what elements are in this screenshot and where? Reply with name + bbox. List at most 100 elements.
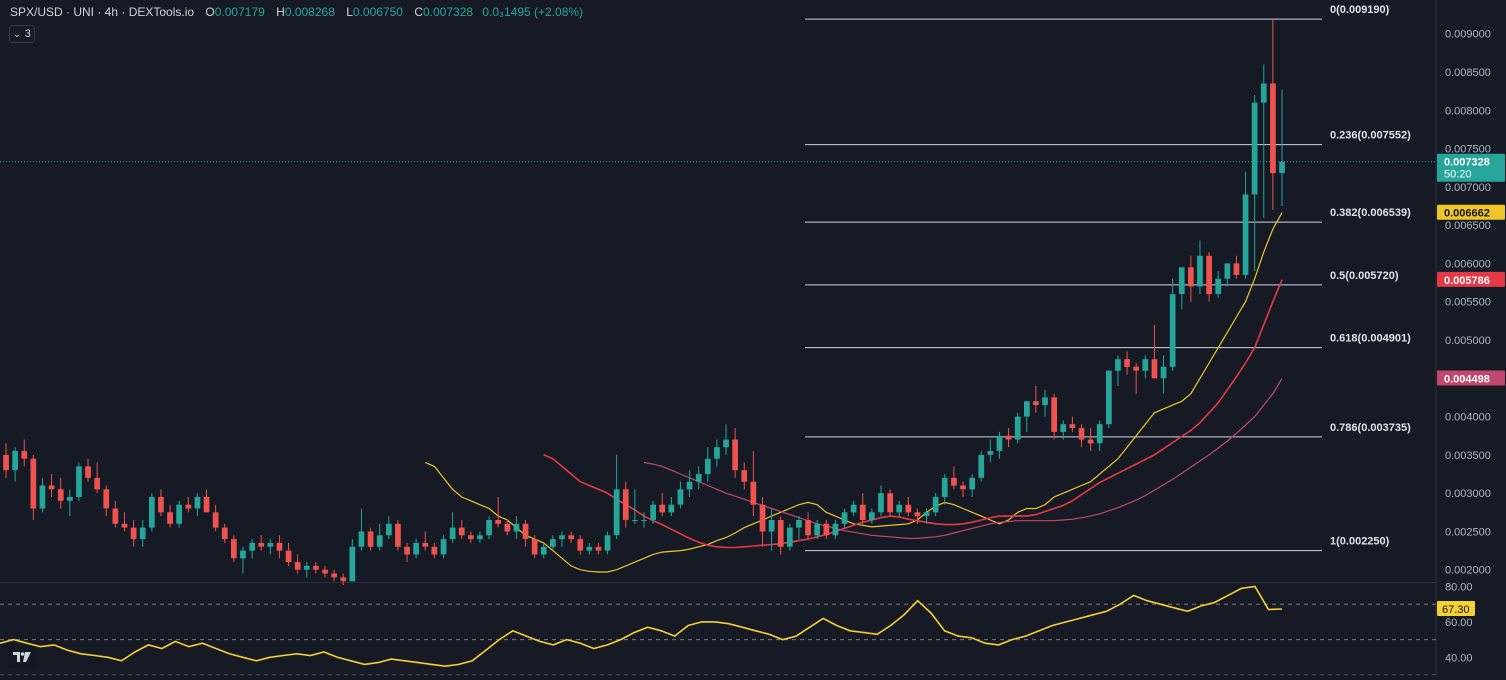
candle-body[interactable] bbox=[513, 523, 520, 532]
candle-body[interactable] bbox=[741, 470, 748, 482]
candle-body[interactable] bbox=[322, 569, 328, 574]
candle-body[interactable] bbox=[39, 485, 46, 509]
candle-body[interactable] bbox=[449, 527, 456, 540]
candle-body[interactable] bbox=[732, 439, 738, 471]
candle-body[interactable] bbox=[1270, 83, 1276, 174]
candle-body[interactable] bbox=[30, 458, 37, 509]
candle-body[interactable] bbox=[21, 451, 28, 459]
candle-body[interactable] bbox=[1087, 439, 1094, 444]
candle-body[interactable] bbox=[923, 512, 930, 517]
candle-body[interactable] bbox=[267, 542, 274, 547]
candle-body[interactable] bbox=[540, 546, 547, 555]
candle-body[interactable] bbox=[1233, 263, 1240, 275]
candle-body[interactable] bbox=[103, 489, 110, 509]
candle-body[interactable] bbox=[1188, 267, 1194, 287]
candle-body[interactable] bbox=[249, 542, 255, 551]
candle-body[interactable] bbox=[1178, 267, 1185, 295]
candle-body[interactable] bbox=[313, 565, 319, 570]
candle-body[interactable] bbox=[176, 504, 182, 524]
candle-body[interactable] bbox=[905, 504, 912, 513]
candle-body[interactable] bbox=[331, 573, 337, 578]
candle-body[interactable] bbox=[832, 523, 839, 536]
candle-body[interactable] bbox=[422, 542, 429, 547]
candle-body[interactable] bbox=[996, 435, 1003, 451]
candle-body[interactable] bbox=[622, 489, 629, 520]
candle-body[interactable] bbox=[714, 447, 720, 459]
candle-body[interactable] bbox=[130, 527, 137, 540]
candle-body[interactable] bbox=[878, 493, 884, 513]
candle-body[interactable] bbox=[486, 520, 492, 536]
candle-body[interactable] bbox=[358, 531, 365, 547]
candle-body[interactable] bbox=[987, 451, 994, 455]
candle-body[interactable] bbox=[231, 539, 237, 559]
candle-body[interactable] bbox=[914, 512, 921, 517]
candle-body[interactable] bbox=[805, 520, 811, 536]
candle-body[interactable] bbox=[1169, 294, 1176, 367]
candle-body[interactable] bbox=[3, 454, 9, 471]
candle-body[interactable] bbox=[1115, 359, 1121, 371]
candle-body[interactable] bbox=[212, 512, 219, 528]
candle-body[interactable] bbox=[932, 497, 939, 513]
candle-body[interactable] bbox=[495, 520, 501, 524]
candle-body[interactable] bbox=[203, 497, 210, 513]
candle-body[interactable] bbox=[48, 485, 55, 490]
candle-body[interactable] bbox=[951, 477, 957, 486]
candles[interactable] bbox=[3, 19, 1285, 586]
candle-body[interactable] bbox=[750, 481, 757, 505]
candle-body[interactable] bbox=[1005, 435, 1012, 440]
candle-body[interactable] bbox=[859, 504, 866, 520]
candle-body[interactable] bbox=[386, 523, 392, 536]
candle-body[interactable] bbox=[303, 565, 310, 570]
candle-body[interactable] bbox=[559, 535, 565, 540]
candle-body[interactable] bbox=[650, 504, 656, 520]
candle-body[interactable] bbox=[777, 520, 784, 547]
candle-body[interactable] bbox=[1224, 263, 1231, 279]
candle-body[interactable] bbox=[1279, 161, 1285, 174]
candle-body[interactable] bbox=[1197, 255, 1203, 287]
candle-body[interactable] bbox=[285, 550, 292, 563]
symbol-title[interactable]: SPX/USD · UNI · 4h · DEXTools.io bbox=[10, 5, 195, 19]
candle-body[interactable] bbox=[85, 466, 91, 478]
candle-body[interactable] bbox=[76, 466, 82, 497]
price-axis[interactable]: 0.009000 0.008500 0.008000 0.007500 0.007000… bbox=[1445, 29, 1491, 665]
candle-body[interactable] bbox=[586, 546, 593, 551]
candle-body[interactable] bbox=[294, 562, 301, 570]
candle-body[interactable] bbox=[1215, 278, 1222, 294]
candle-body[interactable] bbox=[194, 497, 201, 509]
candle-body[interactable] bbox=[659, 504, 666, 513]
candle-body[interactable] bbox=[367, 531, 374, 547]
candle-body[interactable] bbox=[1124, 359, 1130, 367]
candle-body[interactable] bbox=[768, 520, 775, 532]
candle-body[interactable] bbox=[814, 523, 820, 536]
candle-body[interactable] bbox=[1014, 416, 1021, 440]
candle-body[interactable] bbox=[1051, 397, 1057, 432]
candle-body[interactable] bbox=[458, 527, 465, 536]
candle-body[interactable] bbox=[887, 493, 893, 513]
candle-body[interactable] bbox=[404, 546, 410, 555]
candle-body[interactable] bbox=[413, 542, 419, 555]
candle-body[interactable] bbox=[695, 474, 702, 482]
candle-body[interactable] bbox=[139, 527, 146, 540]
candle-body[interactable] bbox=[94, 477, 100, 490]
candle-body[interactable] bbox=[395, 523, 401, 547]
rsi-line[interactable] bbox=[0, 585, 1283, 668]
candle-body[interactable] bbox=[1242, 194, 1249, 275]
candle-body[interactable] bbox=[978, 454, 985, 478]
candle-body[interactable] bbox=[531, 539, 538, 555]
candle-body[interactable] bbox=[960, 485, 966, 490]
candle-body[interactable] bbox=[1106, 370, 1112, 425]
candle-body[interactable] bbox=[841, 512, 848, 524]
candle-body[interactable] bbox=[1151, 359, 1158, 379]
candle-body[interactable] bbox=[1060, 424, 1067, 432]
candle-body[interactable] bbox=[759, 504, 766, 532]
candle-body[interactable] bbox=[796, 520, 802, 528]
fib-levels[interactable]: 0(0.009190) 0.236(0.007552) 0.382(0.006539… bbox=[805, 4, 1411, 552]
candle-body[interactable] bbox=[1133, 366, 1139, 371]
candle-body[interactable] bbox=[12, 451, 18, 471]
candle-body[interactable] bbox=[1069, 424, 1076, 428]
candle-body[interactable] bbox=[276, 542, 283, 551]
candle-body[interactable] bbox=[550, 539, 556, 547]
candle-body[interactable] bbox=[121, 523, 128, 528]
